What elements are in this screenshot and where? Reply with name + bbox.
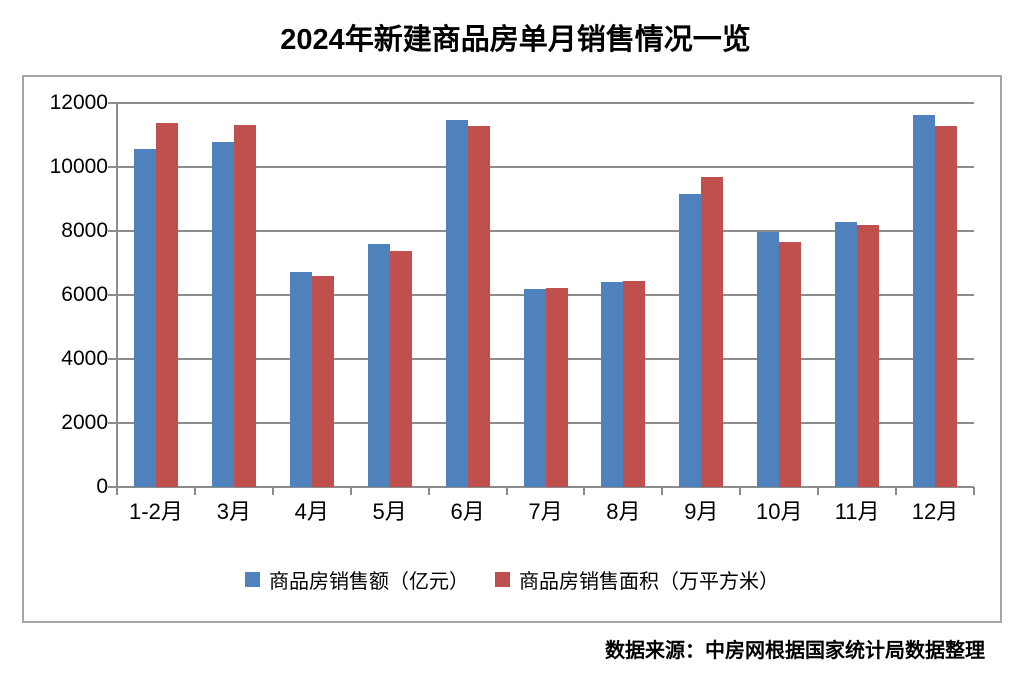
bar-sales-value	[523, 288, 546, 487]
bar-sales-area	[311, 276, 334, 487]
y-axis-tick	[108, 422, 117, 424]
x-axis-label: 6月	[450, 499, 485, 524]
bar-sales-area	[779, 242, 802, 487]
x-axis-tick	[271, 487, 274, 495]
chart-frame: 0 2000 4000 6000 8000 10000 12000 1-2月 3月 4月 5月 6月 7…	[22, 75, 1002, 623]
bar-sales-area	[935, 126, 958, 487]
y-gridline	[117, 230, 974, 232]
x-axis-tick	[427, 487, 430, 495]
x-axis-label: 9月	[684, 499, 719, 524]
x-axis-tick	[349, 487, 352, 495]
legend-item: 商品房销售面积（万平方米）	[495, 565, 779, 594]
bar-sales-value	[367, 243, 390, 487]
x-axis-tick	[895, 487, 898, 495]
bar-sales-value	[757, 231, 780, 487]
bar-sales-value	[211, 141, 234, 487]
y-axis-tick	[108, 102, 117, 104]
chart-title: 2024年新建商品房单月销售情况一览	[280, 24, 751, 56]
x-axis-label: 1-2月	[129, 499, 183, 524]
legend-item: 商品房销售额（亿元）	[245, 565, 469, 594]
legend: 商品房销售额（亿元） 商品房销售面积（万平方米）	[24, 565, 1000, 594]
y-axis-tick	[108, 166, 117, 168]
x-axis-tick	[661, 487, 664, 495]
bar-sales-value	[835, 222, 858, 487]
bar-sales-value	[289, 272, 312, 487]
bar-sales-area	[467, 126, 490, 487]
x-axis-tick	[973, 487, 975, 495]
bar-sales-area	[155, 123, 178, 487]
y-tick-label: 10000	[49, 155, 108, 178]
x-axis-tick	[193, 487, 196, 495]
y-tick-label: 4000	[61, 347, 108, 370]
x-axis-label: 8月	[606, 499, 641, 524]
x-axis-label: 7月	[528, 499, 563, 524]
y-gridline	[117, 486, 974, 488]
legend-swatch-sales-area	[495, 572, 510, 587]
x-axis-label: 4月	[294, 499, 329, 524]
bar-sales-area	[701, 177, 724, 487]
x-axis-tick	[116, 487, 118, 495]
y-axis-tick	[108, 230, 117, 232]
x-axis-label: 3月	[216, 499, 251, 524]
bar-sales-value	[445, 120, 468, 487]
bar-sales-value	[133, 148, 156, 487]
bar-sales-value	[679, 193, 702, 487]
y-tick-label: 2000	[61, 411, 108, 434]
x-axis-label: 5月	[372, 499, 407, 524]
y-tick-label: 6000	[61, 283, 108, 306]
x-axis-tick	[817, 487, 820, 495]
bar-sales-area	[389, 250, 412, 487]
y-axis-line	[116, 103, 118, 495]
y-gridline	[117, 102, 974, 104]
y-axis-tick	[108, 486, 117, 488]
legend-swatch-sales-value	[245, 572, 260, 587]
y-tick-label: 12000	[49, 91, 108, 114]
y-axis-tick	[108, 358, 117, 360]
x-axis-tick	[583, 487, 586, 495]
bar-sales-area	[623, 280, 646, 487]
y-gridline	[117, 166, 974, 168]
x-axis-tick	[739, 487, 742, 495]
source-note: 数据来源：中房网根据国家统计局数据整理	[605, 640, 985, 662]
x-axis-label: 11月	[834, 499, 880, 524]
legend-label: 商品房销售面积（万平方米）	[519, 571, 779, 593]
y-axis-tick	[108, 294, 117, 296]
y-tick-label: 8000	[61, 219, 108, 242]
bar-sales-area	[545, 287, 568, 487]
bar-sales-area	[857, 224, 880, 487]
x-axis-tick	[505, 487, 508, 495]
bar-sales-value	[601, 282, 624, 487]
x-axis-label: 10月	[755, 499, 803, 524]
x-axis-label: 12月	[911, 499, 959, 524]
legend-label: 商品房销售额（亿元）	[269, 571, 469, 593]
bar-sales-value	[913, 115, 936, 487]
bar-sales-area	[233, 125, 256, 487]
y-tick-label: 0	[96, 475, 108, 498]
